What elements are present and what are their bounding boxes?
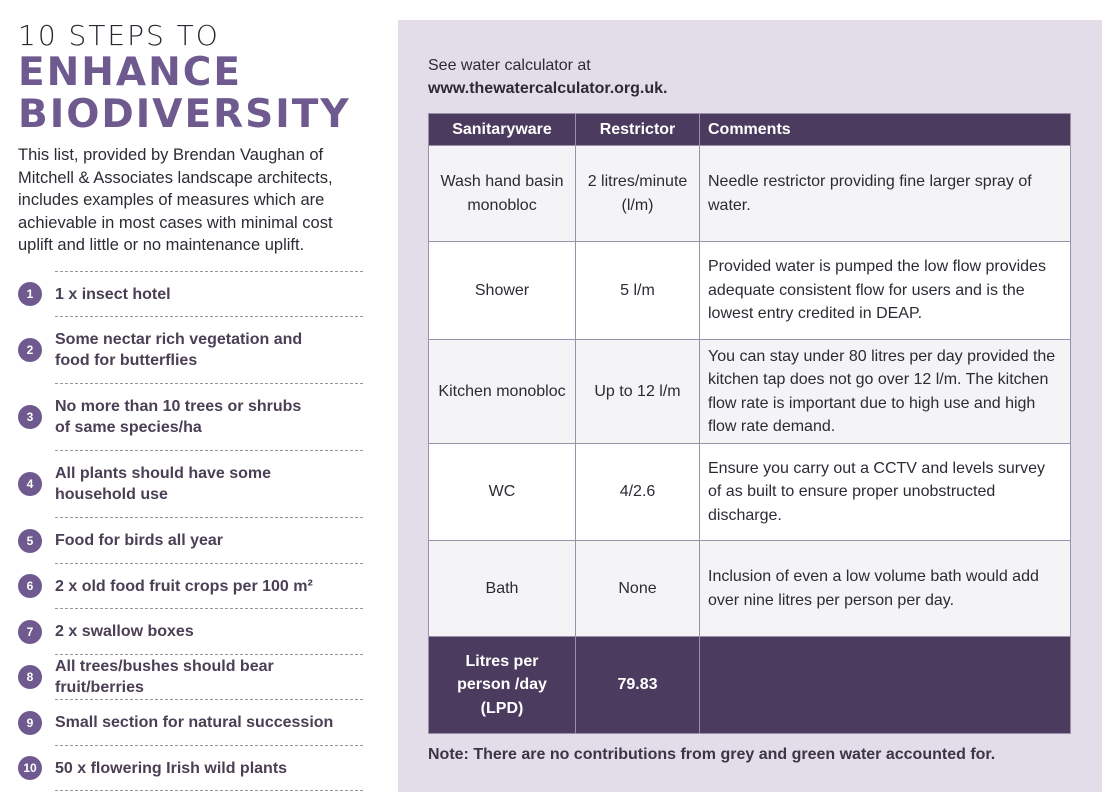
- step-text: All trees/bushes should bear fruit/berri…: [55, 658, 274, 696]
- step-text: No more than 10 trees or shrubs of same …: [55, 398, 302, 436]
- cell-comments: Ensure you carry out a CCTV and levels s…: [699, 443, 1071, 541]
- table-row: Shower 5 l/m Provided water is pumped the …: [428, 241, 1071, 340]
- see-text: See water calculator at: [428, 57, 591, 74]
- cell-comments: Inclusion of even a low volume bath woul…: [699, 540, 1071, 637]
- header-sanitaryware: Sanitaryware: [428, 113, 576, 146]
- step-text: Small section for natural succession: [55, 714, 334, 731]
- list-item: 5 Food for birds all year: [18, 517, 363, 563]
- cell-sanitaryware: WC: [428, 443, 576, 541]
- step-number-badge: 7: [18, 619, 42, 644]
- intro-text: This list, provided by Brendan Vaughan o…: [18, 146, 333, 254]
- list-item: 9 Small section for natural succession: [18, 699, 363, 745]
- list-item: 2 Some nectar rich vegetation and food fo…: [18, 316, 363, 383]
- total-label: Litres per person /day (LPD): [428, 636, 576, 734]
- total-empty: [699, 636, 1071, 734]
- cell-restrictor: 4/2.6: [575, 443, 700, 541]
- step-number-badge: 5: [18, 528, 42, 553]
- step-text: Some nectar rich vegetation and food for…: [55, 331, 303, 369]
- step-text: 2 x old food fruit crops per 100 m²: [55, 577, 313, 595]
- step-number-badge: 4: [18, 472, 42, 496]
- step-number-badge: 6: [18, 574, 42, 598]
- header-comments: Comments: [699, 113, 1071, 146]
- calculator-link[interactable]: www.thewatercalculator.org.uk.: [428, 80, 668, 97]
- cell-restrictor: Up to 12 l/m: [575, 339, 700, 444]
- cell-sanitaryware: Kitchen monobloc: [428, 339, 576, 444]
- list-item: 10 50 x flowering Irish wild plants: [18, 745, 363, 791]
- calculator-reference: See water calculator at www.thewatercalc…: [428, 54, 667, 100]
- steps-list: 1 1 x insect hotel 2 Some nectar rich veget…: [18, 271, 363, 791]
- cell-restrictor: None: [575, 540, 700, 637]
- step-number-badge: 2: [18, 338, 42, 362]
- step-number-badge: 3: [18, 405, 42, 429]
- step-number-badge: 10: [18, 756, 42, 780]
- list-item: 7 2 x swallow boxes: [18, 608, 363, 654]
- title-line-2: ENHANCE: [18, 50, 243, 95]
- note-text: Note: There are no contributions from gr…: [428, 746, 996, 763]
- cell-comments: You can stay under 80 litres per day pro…: [699, 339, 1071, 444]
- table-row: Wash hand basin monobloc 2 litres/minute …: [428, 145, 1071, 242]
- step-text: All plants should have some household us…: [55, 465, 272, 503]
- cell-comments: Provided water is pumped the low flow pr…: [699, 241, 1071, 340]
- cell-sanitaryware: Bath: [428, 540, 576, 637]
- table-row: WC 4/2.6 Ensure you carry out a CCTV and l…: [428, 443, 1071, 541]
- sanitaryware-table: Sanitaryware Restrictor Comments Wash ha…: [428, 113, 1071, 734]
- title-line-3: BIODIVERSITY: [18, 92, 351, 137]
- step-number-badge: 9: [18, 710, 42, 735]
- cell-comments: Needle restrictor providing fine larger …: [699, 145, 1071, 242]
- step-text: Food for birds all year: [55, 532, 224, 549]
- biodiversity-section: 10 STEPS TO ENHANCE BIODIVERSITY This li…: [18, 20, 363, 257]
- table-row: Kitchen monobloc Up to 12 l/m You can stay…: [428, 339, 1071, 444]
- list-item: 8 All trees/bushes should bear fruit/berr…: [18, 654, 363, 699]
- header-restrictor: Restrictor: [575, 113, 700, 146]
- title-line-1: 10 STEPS TO: [18, 19, 220, 52]
- water-panel: See water calculator at www.thewatercalc…: [398, 20, 1102, 792]
- step-text: 2 x swallow boxes: [55, 623, 194, 640]
- total-value: 79.83: [575, 636, 700, 734]
- step-text: 1 x insect hotel: [55, 285, 171, 303]
- list-item: 1 1 x insect hotel: [18, 271, 363, 316]
- table-row: Bath None Inclusion of even a low volume b…: [428, 540, 1071, 637]
- step-text: 50 x flowering Irish wild plants: [55, 759, 288, 777]
- cell-sanitaryware: Wash hand basin monobloc: [428, 145, 576, 242]
- list-item: 4 All plants should have some household u…: [18, 450, 363, 517]
- cell-restrictor: 2 litres/minute (l/m): [575, 145, 700, 242]
- list-item: 3 No more than 10 trees or shrubs of same…: [18, 383, 363, 450]
- cell-restrictor: 5 l/m: [575, 241, 700, 340]
- step-number-badge: 1: [18, 282, 42, 306]
- list-item: 6 2 x old food fruit crops per 100 m²: [18, 563, 363, 608]
- cell-sanitaryware: Shower: [428, 241, 576, 340]
- step-number-badge: 8: [18, 665, 42, 689]
